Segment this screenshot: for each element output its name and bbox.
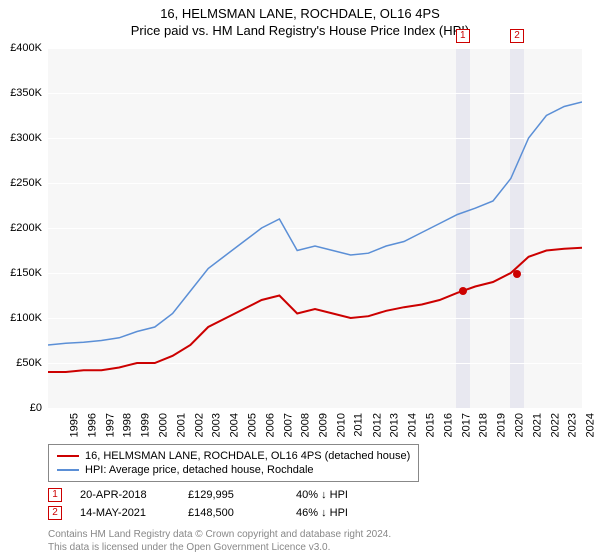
x-axis-label: 1996 bbox=[86, 413, 98, 437]
transaction-date: 20-APR-2018 bbox=[80, 489, 170, 501]
legend-swatch bbox=[57, 455, 79, 457]
legend-row: HPI: Average price, detached house, Roch… bbox=[57, 463, 410, 477]
data-point-dot bbox=[459, 287, 467, 295]
x-axis-label: 2008 bbox=[300, 413, 312, 437]
x-axis-label: 1999 bbox=[140, 413, 152, 437]
legend-swatch bbox=[57, 469, 79, 471]
y-axis-label: £150K bbox=[10, 267, 42, 279]
x-axis-label: 2014 bbox=[407, 413, 419, 437]
chart-plot-area: £0£50K£100K£150K£200K£250K£300K£350K£400… bbox=[48, 48, 582, 408]
x-axis-label: 2016 bbox=[442, 413, 454, 437]
y-axis-label: £200K bbox=[10, 222, 42, 234]
series-line bbox=[48, 248, 582, 372]
x-axis-label: 2017 bbox=[460, 413, 472, 437]
x-axis-label: 2015 bbox=[424, 413, 436, 437]
footnote-line2: This data is licensed under the Open Gov… bbox=[48, 541, 391, 554]
x-axis-label: 2000 bbox=[157, 413, 169, 437]
y-axis-label: £100K bbox=[10, 312, 42, 324]
y-axis-label: £250K bbox=[10, 177, 42, 189]
x-axis-label: 2011 bbox=[352, 413, 364, 437]
x-axis-label: 1998 bbox=[122, 413, 134, 437]
chart-marker: 2 bbox=[510, 29, 524, 43]
transaction-delta: 40% ↓ HPI bbox=[296, 489, 386, 501]
legend-label: 16, HELMSMAN LANE, ROCHDALE, OL16 4PS (d… bbox=[85, 450, 410, 462]
chart-marker: 1 bbox=[456, 29, 470, 43]
legend-box: 16, HELMSMAN LANE, ROCHDALE, OL16 4PS (d… bbox=[48, 444, 419, 482]
gridline-h bbox=[48, 408, 582, 409]
x-axis-label: 1995 bbox=[68, 413, 80, 437]
chart-title-line1: 16, HELMSMAN LANE, ROCHDALE, OL16 4PS bbox=[0, 0, 600, 21]
x-axis-label: 2022 bbox=[549, 413, 561, 437]
transaction-row: 1 20-APR-2018 £129,995 40% ↓ HPI bbox=[48, 486, 386, 504]
x-axis-label: 2009 bbox=[318, 413, 330, 437]
y-axis-label: £400K bbox=[10, 42, 42, 54]
x-axis-label: 2024 bbox=[585, 413, 597, 437]
transaction-date: 14-MAY-2021 bbox=[80, 507, 170, 519]
legend-label: HPI: Average price, detached house, Roch… bbox=[85, 464, 314, 476]
transaction-delta: 46% ↓ HPI bbox=[296, 507, 386, 519]
x-axis-label: 2023 bbox=[567, 413, 579, 437]
x-axis-label: 1997 bbox=[104, 413, 116, 437]
y-axis-label: £50K bbox=[16, 357, 42, 369]
y-axis-label: £0 bbox=[30, 402, 42, 414]
y-axis-label: £300K bbox=[10, 132, 42, 144]
x-axis-label: 2005 bbox=[246, 413, 258, 437]
x-axis-label: 2006 bbox=[264, 413, 276, 437]
legend-row: 16, HELMSMAN LANE, ROCHDALE, OL16 4PS (d… bbox=[57, 449, 410, 463]
x-axis-label: 2019 bbox=[496, 413, 508, 437]
y-axis-label: £350K bbox=[10, 87, 42, 99]
transaction-marker: 2 bbox=[48, 506, 62, 520]
footnote-line1: Contains HM Land Registry data © Crown c… bbox=[48, 528, 391, 541]
x-axis-label: 2020 bbox=[513, 413, 525, 437]
transaction-price: £148,500 bbox=[188, 507, 278, 519]
x-axis-label: 2002 bbox=[193, 413, 205, 437]
transaction-row: 2 14-MAY-2021 £148,500 46% ↓ HPI bbox=[48, 504, 386, 522]
x-axis-label: 2013 bbox=[389, 413, 401, 437]
transactions-table: 1 20-APR-2018 £129,995 40% ↓ HPI 2 14-MAY-202… bbox=[48, 486, 386, 522]
transaction-price: £129,995 bbox=[188, 489, 278, 501]
x-axis-label: 2010 bbox=[335, 413, 347, 437]
x-axis-label: 2001 bbox=[175, 413, 187, 437]
chart-container: 16, HELMSMAN LANE, ROCHDALE, OL16 4PS Pr… bbox=[0, 0, 600, 560]
transaction-marker: 1 bbox=[48, 488, 62, 502]
x-axis-label: 2004 bbox=[229, 413, 241, 437]
data-point-dot bbox=[513, 270, 521, 278]
chart-lines-svg bbox=[48, 48, 582, 408]
x-axis-label: 2007 bbox=[282, 413, 294, 437]
x-axis-label: 2021 bbox=[531, 413, 543, 437]
footnote: Contains HM Land Registry data © Crown c… bbox=[48, 528, 391, 554]
x-axis-label: 2012 bbox=[371, 413, 383, 437]
x-axis-label: 2003 bbox=[211, 413, 223, 437]
x-axis-label: 2018 bbox=[478, 413, 490, 437]
